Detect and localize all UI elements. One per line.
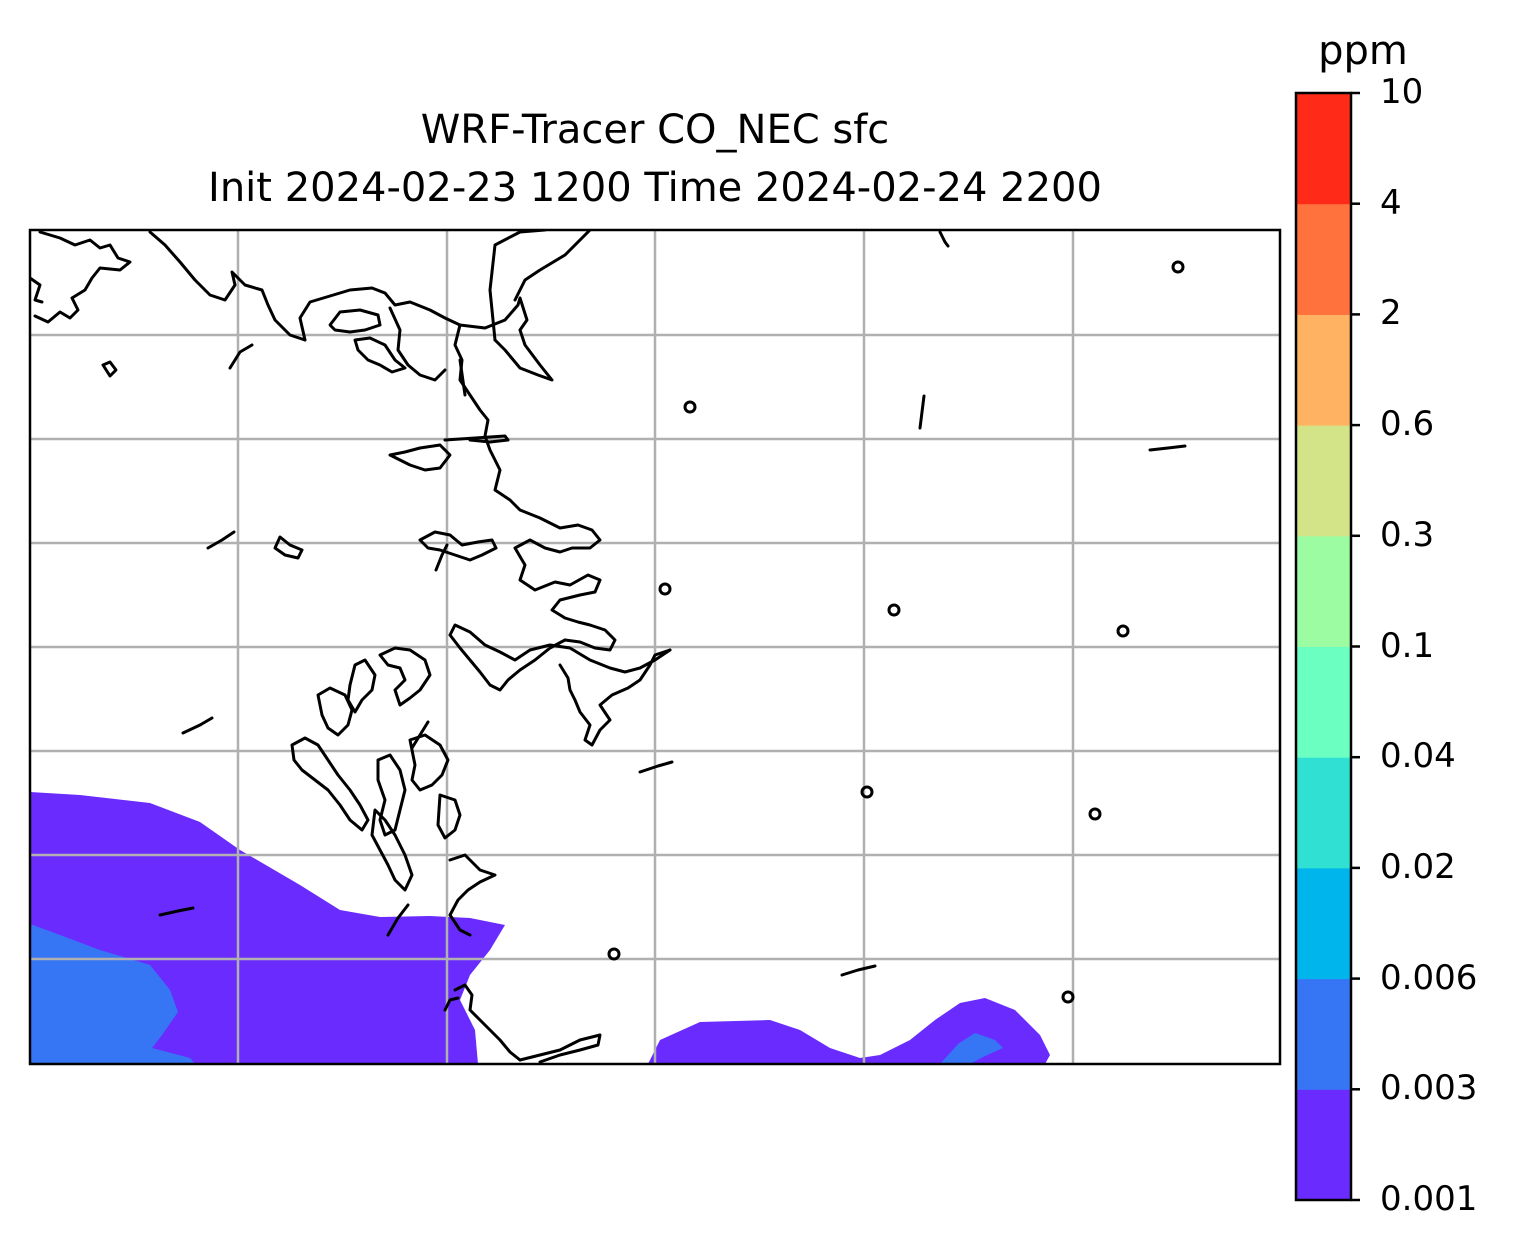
- small-islands: [607, 260, 1185, 1004]
- concentration-fill-low-south: [648, 998, 1050, 1064]
- colorbar-segment: [1296, 757, 1351, 869]
- colorbar-segment: [1296, 425, 1351, 537]
- colorbar-tick-label: 10: [1380, 72, 1424, 112]
- colorbar: [1294, 91, 1360, 1202]
- colorbar-tick-label: 0.3: [1380, 514, 1435, 555]
- gridlines: [30, 230, 1280, 1064]
- colorbar-tick-label: 0.003: [1380, 1068, 1478, 1109]
- map-area: [30, 230, 1280, 1064]
- colorbar-segment: [1296, 203, 1351, 315]
- colorbar-tick-label: 4: [1380, 182, 1402, 223]
- coastlines: [30, 230, 1187, 1064]
- colorbar-segment: [1296, 867, 1351, 980]
- colorbar-tick-label: 0.001: [1380, 1179, 1478, 1219]
- colorbar-segment: [1296, 535, 1351, 647]
- colorbar-segment: [1296, 314, 1351, 426]
- colorbar-segment: [1296, 1089, 1351, 1201]
- colorbar-tick-label: 0.6: [1380, 404, 1435, 445]
- colorbar-tick-label: 0.1: [1380, 625, 1435, 666]
- colorbar-tick-label: 0.02: [1380, 846, 1456, 887]
- map-title: WRF-Tracer CO_NEC sfc: [420, 107, 890, 153]
- colorbar-tick-label: 0.006: [1380, 957, 1478, 998]
- map-subtitle: Init 2024-02-23 1200 Time 2024-02-24 220…: [208, 165, 1102, 211]
- colorbar-unit-label: ppm: [1318, 28, 1408, 74]
- colorbar-segment: [1296, 93, 1351, 205]
- map-frame: [28, 228, 1282, 1066]
- colorbar-segment: [1296, 646, 1351, 758]
- colorbar-segment: [1296, 978, 1351, 1090]
- colorbar-tick-label: 2: [1380, 293, 1402, 334]
- concentration-fill-mid-south: [940, 1033, 1003, 1064]
- colorbar-tick-label: 0.04: [1380, 736, 1456, 777]
